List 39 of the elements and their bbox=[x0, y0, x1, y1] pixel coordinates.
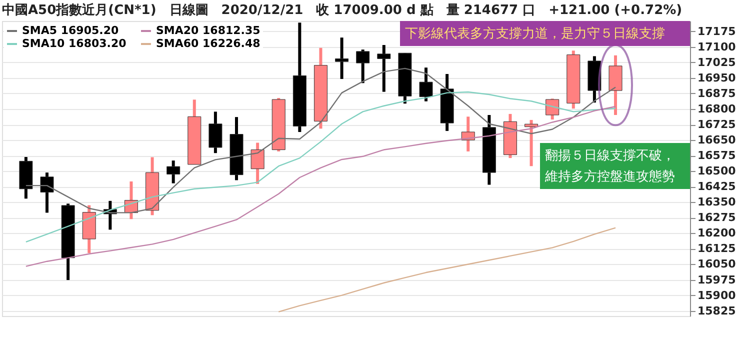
y-tick-label: 16050 bbox=[698, 258, 736, 271]
y-tick-label: 16575 bbox=[698, 149, 736, 162]
y-tick-label: 16350 bbox=[698, 196, 736, 209]
candlestick bbox=[356, 50, 370, 84]
legend-label: SMA5 16905.20 bbox=[22, 24, 119, 37]
legend-label: SMA10 16803.20 bbox=[22, 37, 127, 50]
chart-title: 中國A50指數近月(CN*1) 日線圖 2020/12/21 收 17009.00 d 點 量 214677 口 +121.00 (+0.72%) bbox=[2, 2, 682, 18]
candlestick bbox=[208, 112, 222, 154]
candlestick bbox=[335, 38, 349, 79]
y-tick-label: 16800 bbox=[698, 102, 736, 116]
y-tick-label: 16125 bbox=[698, 242, 736, 256]
y-tick-label: 16650 bbox=[698, 134, 736, 147]
candlestick bbox=[419, 68, 433, 102]
y-tick-label: 15825 bbox=[698, 304, 736, 318]
y-tick-label: 16950 bbox=[698, 71, 736, 84]
y-tick-label: 15900 bbox=[698, 288, 736, 302]
y-tick-label: 17025 bbox=[698, 56, 736, 69]
candlestick bbox=[546, 98, 560, 120]
y-tick-label: 16875 bbox=[698, 86, 736, 100]
candlestick bbox=[166, 160, 180, 184]
y-tick-label: 16500 bbox=[698, 164, 736, 178]
candlestick bbox=[250, 142, 264, 184]
line-series bbox=[278, 227, 616, 312]
y-tick-label: 15975 bbox=[698, 273, 736, 286]
y-tick-label: 16425 bbox=[698, 180, 736, 194]
legend-label: SMA20 16812.35 bbox=[156, 24, 260, 37]
legend-label: SMA60 16226.48 bbox=[156, 37, 260, 50]
candlestick bbox=[377, 45, 391, 92]
annotation: 下影線代表多方支撐力道，是力守５日線支撐 bbox=[405, 26, 665, 42]
candlestick bbox=[40, 172, 54, 213]
y-tick-label: 17100 bbox=[698, 40, 736, 54]
annotation: 維持多方控盤進攻態勢 bbox=[544, 168, 675, 184]
y-tick-label: 16275 bbox=[698, 211, 736, 224]
annotation: 翻揚５日線支撐不破， bbox=[545, 148, 675, 164]
candlestick bbox=[461, 116, 475, 152]
y-tick-label: 16725 bbox=[698, 118, 736, 132]
candlestick bbox=[524, 120, 538, 166]
y-tick-label: 17175 bbox=[698, 24, 736, 38]
y-tick-label: 16200 bbox=[698, 226, 736, 240]
